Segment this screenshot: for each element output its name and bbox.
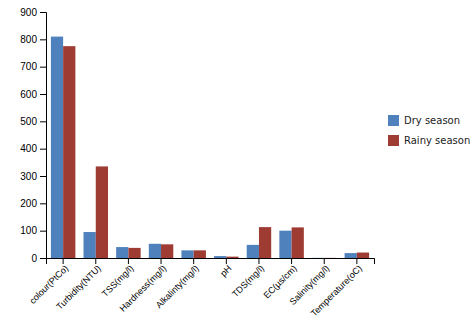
x-tick: Alkalinty(mg/l) xyxy=(154,258,201,310)
bar-series xyxy=(51,37,357,258)
tick-mark xyxy=(40,39,46,40)
tick-label: Temperature(oC) xyxy=(309,263,364,318)
plot: 0 100 200 300 400 500 600 700 800 900 colour(PtCo)… xyxy=(20,7,374,319)
legend-item: Rainy season xyxy=(388,135,470,146)
tick-label: 700 xyxy=(20,61,37,72)
tick-mark xyxy=(40,67,46,68)
tick-label: Turbidity(NTU) xyxy=(54,263,103,312)
tick-label: pH xyxy=(218,263,233,278)
bar xyxy=(247,245,259,258)
legend-item: Dry season xyxy=(388,115,460,126)
x-axis: colour(PtCo)Turbidity(NTU)TSS(mg/l)Hardn… xyxy=(27,258,374,318)
y-tick: 200 xyxy=(20,198,46,209)
bar xyxy=(96,166,108,258)
tick-label: 0 xyxy=(31,253,37,264)
bar xyxy=(226,257,238,258)
bar xyxy=(279,231,291,258)
y-tick: 600 xyxy=(20,89,46,100)
y-tick: 700 xyxy=(20,61,46,72)
x-tick: Temperature(oC) xyxy=(309,258,364,318)
bar xyxy=(84,232,96,258)
bar xyxy=(128,248,140,258)
tick-mark xyxy=(40,12,46,13)
tick-label: 600 xyxy=(20,89,37,100)
tick-mark xyxy=(40,176,46,177)
y-axis: 0 100 200 300 400 500 600 700 800 900 xyxy=(20,7,46,264)
y-tick: 400 xyxy=(20,143,46,154)
tick-label: 300 xyxy=(20,171,37,182)
bar xyxy=(292,227,304,258)
bar xyxy=(194,250,206,258)
tick-mark xyxy=(40,258,46,259)
tick-mark xyxy=(40,203,46,204)
y-tick: 800 xyxy=(20,34,46,45)
x-tick: Turbidity(NTU) xyxy=(54,258,103,312)
y-tick: 0 xyxy=(31,253,46,264)
tick-label: 400 xyxy=(20,143,37,154)
y-tick: 300 xyxy=(20,171,46,182)
bars xyxy=(51,37,369,258)
tick-mark xyxy=(40,121,46,122)
legend-label: Rainy season xyxy=(404,135,470,146)
tick-mark xyxy=(40,94,46,95)
bar xyxy=(259,227,271,258)
bar xyxy=(63,46,75,258)
bar xyxy=(345,253,357,258)
tick-label: Alkalinty(mg/l) xyxy=(154,263,201,310)
legend-swatch xyxy=(388,115,399,126)
tick-label: 900 xyxy=(20,7,37,18)
chart: 0 100 200 300 400 500 600 700 800 900 colour(PtCo)… xyxy=(0,0,474,336)
tick-label: 800 xyxy=(20,34,37,45)
bar-series xyxy=(63,46,369,258)
y-tick: 900 xyxy=(20,7,46,18)
bar xyxy=(116,247,128,258)
tick-label: 100 xyxy=(20,225,37,236)
axis-line xyxy=(40,13,47,259)
y-tick: 100 xyxy=(20,225,46,236)
bar xyxy=(161,244,173,258)
bar xyxy=(324,257,336,258)
y-tick: 500 xyxy=(20,116,46,127)
bar xyxy=(149,244,161,258)
tick-mark xyxy=(40,231,46,232)
bar xyxy=(181,250,193,258)
tick-label: 500 xyxy=(20,116,37,127)
tick-label: 200 xyxy=(20,198,37,209)
legend-swatch xyxy=(388,135,399,146)
x-tick: pH xyxy=(218,258,233,278)
tick-mark xyxy=(40,149,46,150)
legend-label: Dry season xyxy=(404,115,460,126)
bar xyxy=(214,256,226,258)
legend: Dry season Rainy season xyxy=(388,115,470,146)
bar xyxy=(357,253,369,258)
bar xyxy=(51,37,63,258)
bar xyxy=(312,257,324,258)
